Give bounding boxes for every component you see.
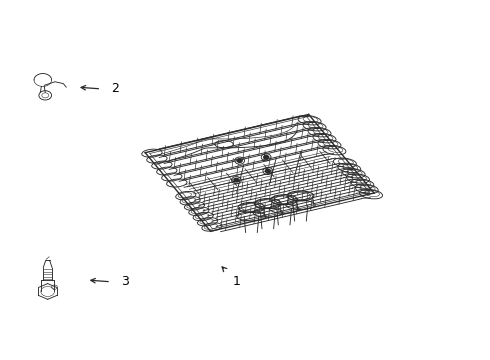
Circle shape bbox=[266, 169, 270, 173]
Text: 1: 1 bbox=[233, 275, 241, 288]
Circle shape bbox=[234, 178, 239, 182]
Circle shape bbox=[237, 159, 242, 162]
Circle shape bbox=[264, 156, 269, 159]
Text: 3: 3 bbox=[121, 275, 129, 288]
Text: 2: 2 bbox=[111, 82, 119, 95]
